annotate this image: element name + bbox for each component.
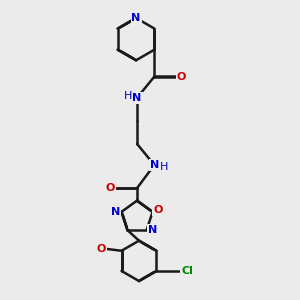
Text: N: N (150, 160, 159, 170)
Text: H: H (124, 91, 133, 101)
Text: O: O (97, 244, 106, 254)
Text: Cl: Cl (181, 266, 193, 276)
Text: O: O (177, 72, 186, 82)
Text: N: N (131, 13, 141, 23)
Text: H: H (160, 162, 168, 172)
Text: N: N (111, 207, 120, 217)
Text: O: O (106, 183, 115, 193)
Text: N: N (148, 225, 158, 235)
Text: N: N (132, 93, 142, 103)
Text: O: O (153, 205, 163, 215)
